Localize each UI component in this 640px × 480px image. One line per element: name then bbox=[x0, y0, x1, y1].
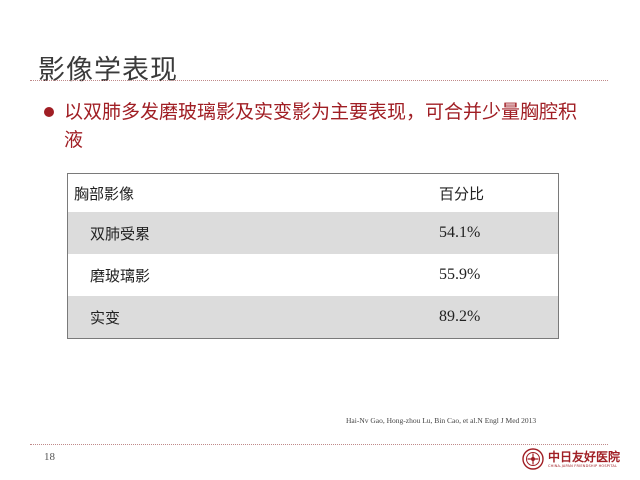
header-percentage: 百分比 bbox=[365, 173, 559, 212]
row-label: 实变 bbox=[67, 296, 365, 339]
bullet-dot-icon bbox=[44, 107, 54, 117]
citation: Hai-Nv Gao, Hong-zhou Lu, Bin Cao, et al… bbox=[346, 416, 537, 425]
table-row: 双肺受累 54.1% bbox=[67, 212, 559, 254]
row-value: 55.9% bbox=[365, 254, 559, 296]
table-header-row: 胸部影像 百分比 bbox=[67, 173, 559, 212]
logo-name: 中日友好医院 bbox=[548, 449, 621, 464]
hospital-logo: 中日友好医院 CHINA-JAPAN FRIENDSHIP HOSPITAL bbox=[522, 448, 620, 470]
row-label: 双肺受累 bbox=[67, 212, 365, 254]
row-label: 磨玻璃影 bbox=[67, 254, 365, 296]
hospital-emblem-icon bbox=[522, 448, 544, 470]
header-imaging: 胸部影像 bbox=[67, 173, 365, 212]
title-divider bbox=[30, 80, 608, 81]
chest-imaging-table: 胸部影像 百分比 双肺受累 54.1% 磨玻璃影 55.9% 实变 89.2% bbox=[67, 173, 559, 339]
row-value: 89.2% bbox=[365, 296, 559, 339]
footer-divider bbox=[30, 444, 608, 445]
table-row: 磨玻璃影 55.9% bbox=[67, 254, 559, 296]
table-row: 实变 89.2% bbox=[67, 296, 559, 339]
slide-title: 影像学表现 bbox=[38, 55, 178, 87]
row-value: 54.1% bbox=[365, 212, 559, 254]
page-number: 18 bbox=[44, 451, 55, 463]
bullet-point: 以双肺多发磨玻璃影及实变影为主要表现，可合并少量胸腔积液 bbox=[44, 98, 589, 154]
bullet-text: 以双肺多发磨玻璃影及实变影为主要表现，可合并少量胸腔积液 bbox=[64, 101, 578, 151]
logo-text: 中日友好医院 CHINA-JAPAN FRIENDSHIP HOSPITAL bbox=[548, 450, 620, 469]
logo-subname: CHINA-JAPAN FRIENDSHIP HOSPITAL bbox=[548, 463, 618, 468]
